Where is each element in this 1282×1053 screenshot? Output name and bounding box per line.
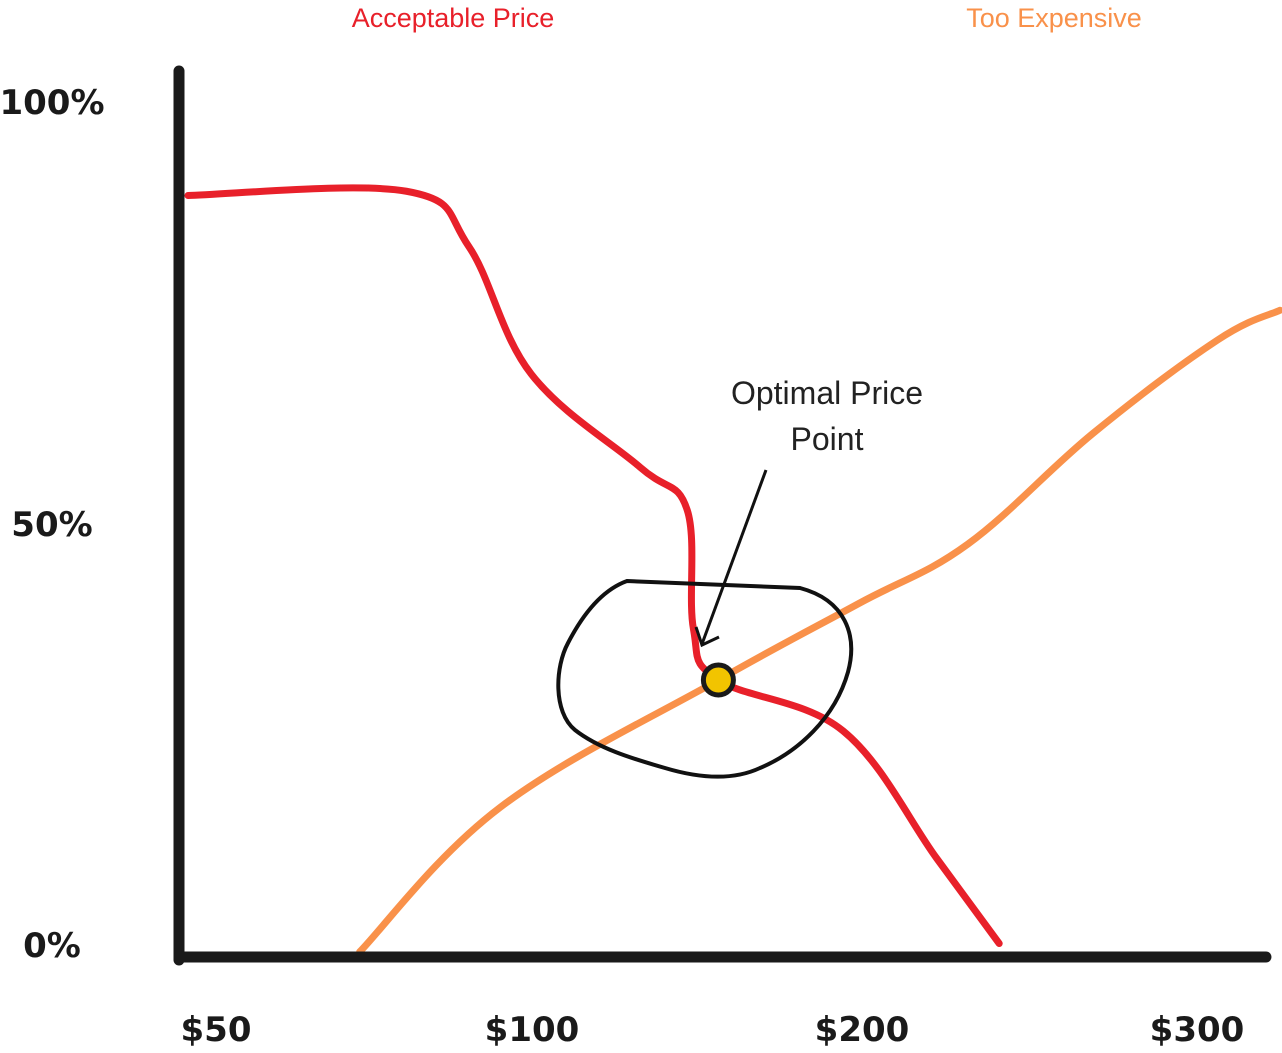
annotation-arrowhead (694, 626, 720, 648)
x-tick-label: $300 (1150, 1010, 1245, 1050)
y-tick-label: 50% (11, 505, 92, 545)
x-tick-label: $100 (485, 1010, 580, 1050)
highlight-loop (556, 578, 854, 779)
x-tick-label: $200 (815, 1010, 910, 1050)
x-tick-label: $50 (181, 1010, 252, 1050)
annotation-label: Point (791, 421, 864, 457)
too-expensive-line (356, 306, 1282, 956)
legend-too-expensive: Too Expensive (966, 3, 1142, 33)
legend-acceptable-price: Acceptable Price (352, 3, 555, 33)
y-tick-label: 100% (0, 83, 105, 123)
y-tick-label: 0% (23, 926, 81, 966)
optimal-price-marker (700, 662, 736, 698)
annotation-arrow (700, 469, 768, 645)
acceptable-price-line (184, 184, 1003, 947)
annotation-label: Optimal Price (731, 375, 923, 411)
